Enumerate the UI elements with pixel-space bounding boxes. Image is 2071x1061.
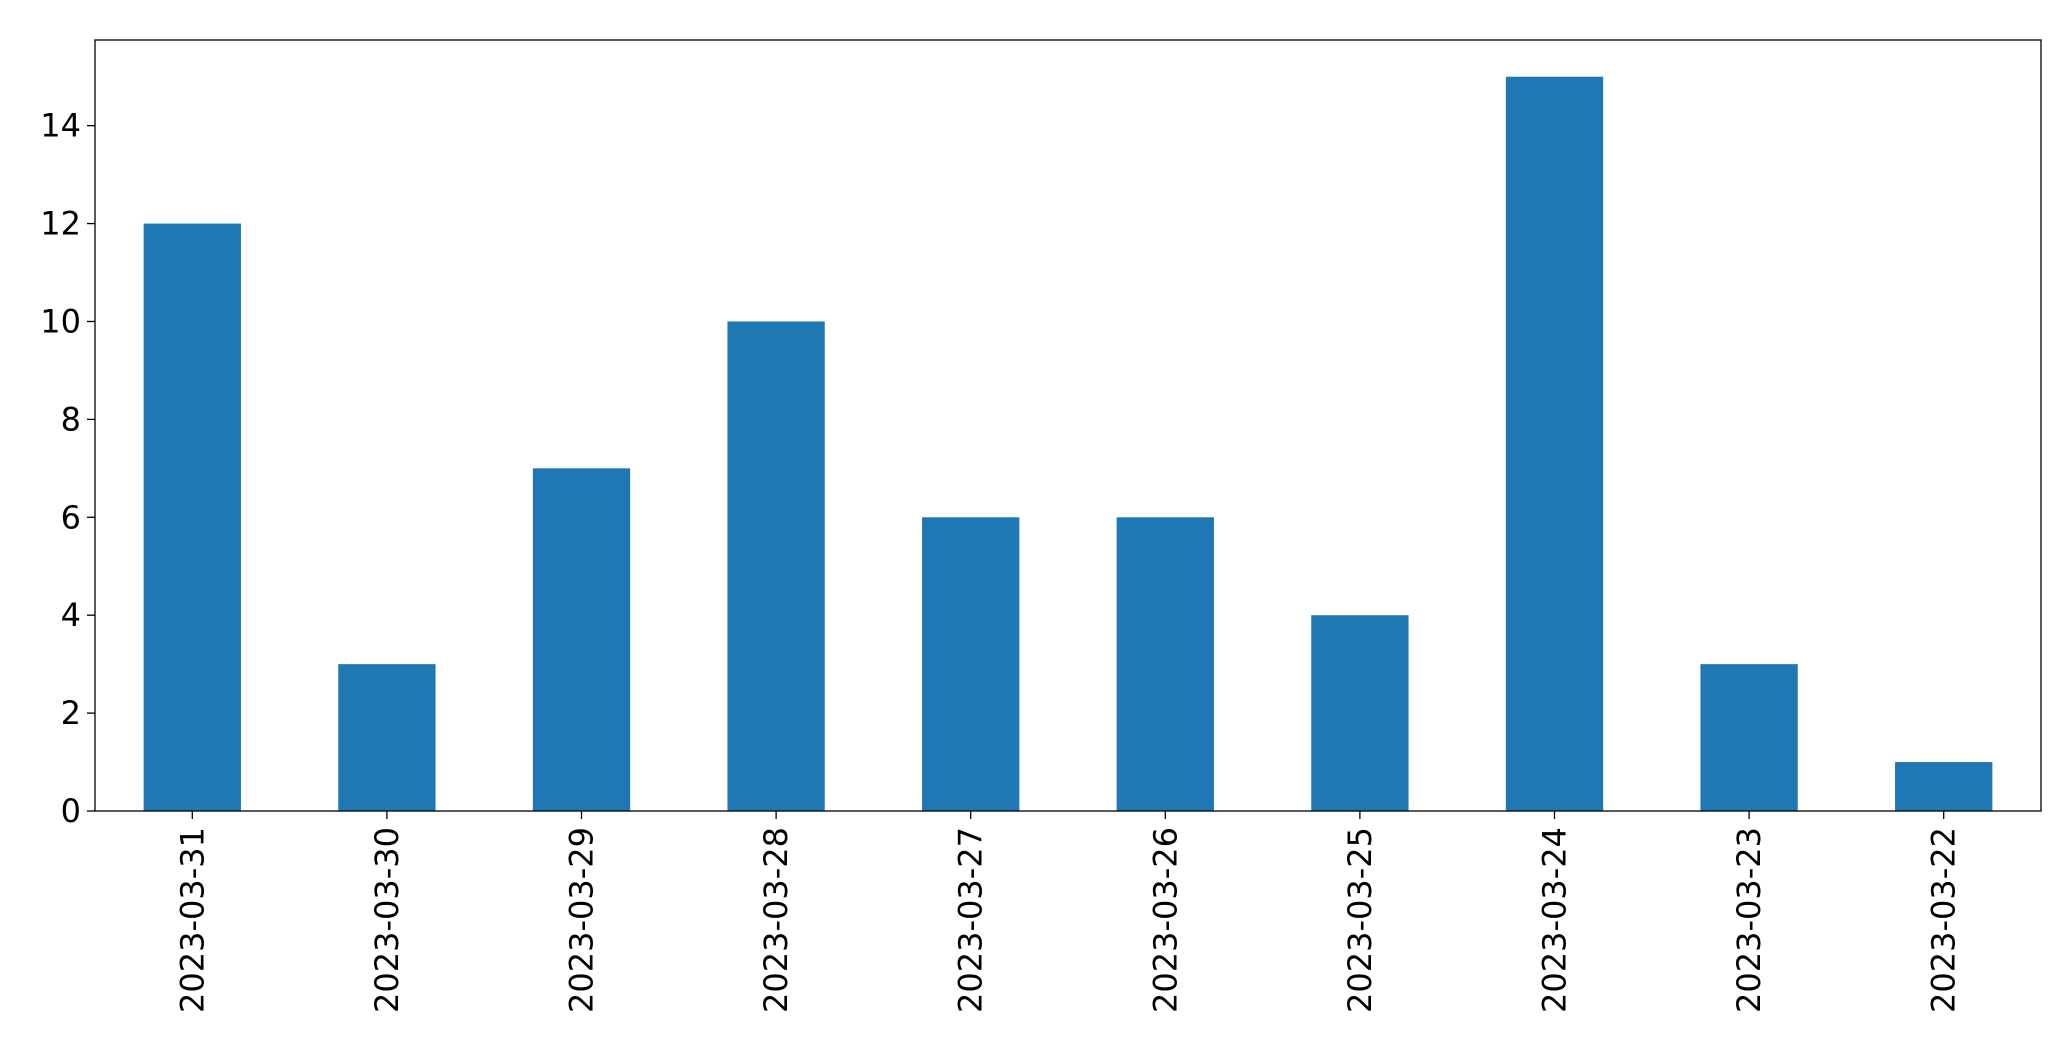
bar-2023-03-31 [143,223,241,812]
bar-2023-03-25 [1311,615,1409,811]
x-tick-label: 2023-03-25 [1341,827,1379,1013]
x-tick-label: 2023-03-30 [368,827,406,1013]
x-tick-label: 2023-03-26 [1146,827,1184,1013]
y-tick-label: 12 [40,205,81,243]
x-tick-label: 2023-03-31 [173,827,211,1013]
x-tick-label: 2023-03-29 [563,827,601,1013]
x-tick-label: 2023-03-27 [952,827,990,1013]
y-tick-label: 6 [61,498,81,536]
x-tick-label: 2023-03-28 [757,827,795,1013]
x-tick-label: 2023-03-24 [1536,827,1574,1013]
bar-2023-03-29 [532,468,631,811]
y-tick-label: 10 [40,302,81,340]
x-tick-label: 2023-03-22 [1925,827,1963,1013]
y-tick-label: 8 [61,400,81,438]
y-tick-label: 4 [61,596,81,634]
plot-frame [94,39,2042,812]
x-tick-label: 2023-03-23 [1730,827,1768,1013]
y-tick-label: 14 [40,107,81,145]
bars-group [143,76,1993,812]
bar-2023-03-27 [922,517,1020,811]
bar-2023-03-30 [338,664,436,811]
x-axis: 2023-03-31 2023-03-30 2023-03-29 2023-03-28… [173,811,1963,1013]
bar-2023-03-22 [1895,762,1993,811]
bar-2023-03-28 [727,321,825,811]
y-axis: 0 2 4 6 8 10 12 14 [40,107,95,830]
bar-2023-03-26 [1116,517,1214,811]
bar-2023-03-24 [1505,76,1604,811]
y-tick-label: 2 [61,694,81,732]
bar-2023-03-23 [1700,664,1798,811]
y-tick-label: 0 [61,792,81,830]
